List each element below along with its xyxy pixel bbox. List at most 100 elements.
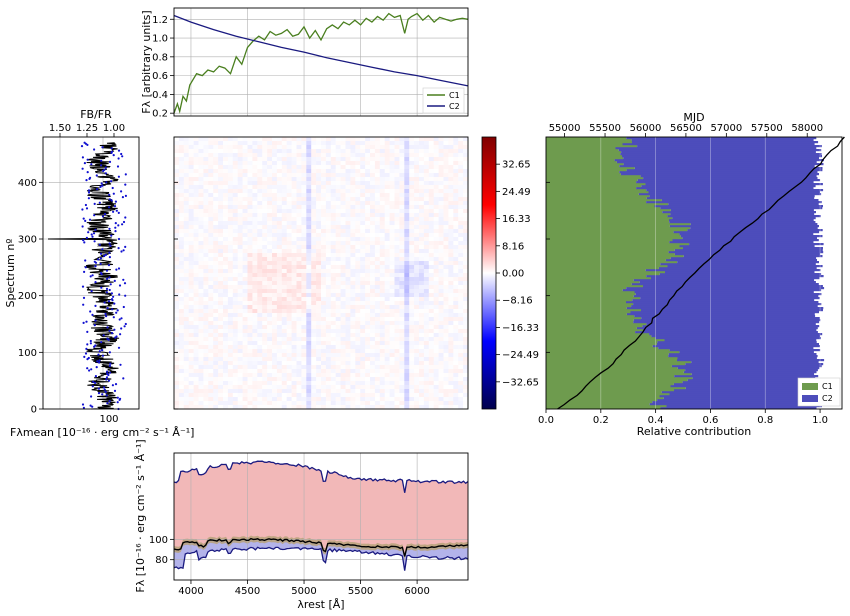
heatmap-cell xyxy=(379,377,385,382)
heatmap-cell xyxy=(178,361,185,366)
heatmap-cell xyxy=(247,393,253,398)
heatmap-cell xyxy=(247,141,253,146)
residual-heatmap-panel xyxy=(173,136,469,410)
heatmap-cell xyxy=(463,357,469,362)
heatmap-cell xyxy=(345,369,351,374)
heatmap-cell xyxy=(203,169,209,174)
heatmap-cell xyxy=(458,317,464,322)
heatmap-cell xyxy=(203,149,209,154)
heatmap-cell xyxy=(188,149,194,154)
heatmap-cell xyxy=(360,285,366,290)
heatmap-cell xyxy=(335,325,341,330)
contribution-bar-c2 xyxy=(674,389,820,392)
heatmap-cell xyxy=(247,389,253,394)
heatmap-cell xyxy=(414,297,420,302)
heatmap-cell xyxy=(252,361,258,366)
heatmap-cell xyxy=(178,205,185,210)
heatmap-cell xyxy=(262,281,268,286)
heatmap-cell xyxy=(276,137,283,142)
heatmap-cell xyxy=(227,357,234,362)
heatmap-cell xyxy=(252,181,258,186)
heatmap-cell xyxy=(306,281,312,286)
heatmap-cell xyxy=(281,221,287,226)
heatmap-cell xyxy=(247,369,253,374)
heatmap-cell xyxy=(458,149,464,154)
heatmap-cell xyxy=(428,153,434,158)
heatmap-cell xyxy=(247,225,253,230)
heatmap-cell xyxy=(419,325,425,330)
heatmap-cell xyxy=(198,249,204,254)
heatmap-cell xyxy=(389,373,395,378)
left-ratio-point xyxy=(82,406,85,409)
heatmap-cell xyxy=(247,293,253,298)
heatmap-cell xyxy=(370,333,376,338)
heatmap-cell xyxy=(409,225,415,230)
heatmap-cell xyxy=(438,241,444,246)
heatmap-cell xyxy=(311,321,317,326)
heatmap-cell xyxy=(414,137,420,142)
heatmap-cell xyxy=(262,201,268,206)
heatmap-cell xyxy=(374,257,381,262)
heatmap-cell xyxy=(232,161,238,166)
heatmap-cell xyxy=(419,377,425,382)
heatmap-cell xyxy=(360,241,366,246)
heatmap-cell xyxy=(414,389,420,394)
heatmap-cell xyxy=(423,285,430,290)
heatmap-cell xyxy=(208,189,214,194)
heatmap-cell xyxy=(188,313,194,318)
heatmap-cell xyxy=(453,401,459,406)
heatmap-cell xyxy=(463,257,469,262)
heatmap-cell xyxy=(384,385,390,390)
heatmap-cell xyxy=(325,333,332,338)
heatmap-cell xyxy=(325,317,332,322)
heatmap-cell xyxy=(198,137,204,142)
heatmap-cell xyxy=(276,229,283,234)
contribution-bar-c1 xyxy=(546,289,623,292)
heatmap-cell xyxy=(316,273,322,278)
heatmap-cell xyxy=(227,217,234,222)
heatmap-cell xyxy=(286,313,292,318)
heatmap-cell xyxy=(458,205,464,210)
heatmap-cell xyxy=(223,217,229,222)
heatmap-cell xyxy=(350,297,356,302)
heatmap-cell xyxy=(276,381,283,386)
heatmap-cell xyxy=(237,237,243,242)
contribution-bar-c1 xyxy=(546,399,658,402)
heatmap-cell xyxy=(428,157,434,162)
heatmap-cell xyxy=(340,177,346,182)
heatmap-cell xyxy=(330,313,336,318)
heatmap-cell xyxy=(242,305,248,310)
heatmap-cell xyxy=(213,237,219,242)
left-ratio-point xyxy=(103,301,106,304)
heatmap-cell xyxy=(301,397,307,402)
heatmap-cell xyxy=(208,345,214,350)
heatmap-cell xyxy=(399,389,405,394)
heatmap-cell xyxy=(463,137,469,142)
heatmap-cell xyxy=(428,321,434,326)
heatmap-cell xyxy=(306,201,312,206)
heatmap-cell xyxy=(423,137,430,142)
heatmap-cell xyxy=(306,249,312,254)
left-ratio-point xyxy=(117,267,121,270)
heatmap-cell xyxy=(291,337,297,342)
left-ratio-point xyxy=(117,346,121,349)
heatmap-cell xyxy=(262,401,268,406)
heatmap-cell xyxy=(316,209,322,214)
heatmap-cell xyxy=(360,189,366,194)
heatmap-cell xyxy=(247,197,253,202)
heatmap-cell xyxy=(218,341,224,346)
heatmap-cell xyxy=(360,369,366,374)
heatmap-cell xyxy=(198,337,204,342)
heatmap-cell xyxy=(262,237,268,242)
heatmap-cell xyxy=(365,257,371,262)
left-ratio-point xyxy=(94,319,97,322)
heatmap-cell xyxy=(286,241,292,246)
left-ratio-point xyxy=(122,249,125,252)
heatmap-cell xyxy=(272,305,278,310)
heatmap-cell xyxy=(301,141,307,146)
heatmap-cell xyxy=(345,157,351,162)
heatmap-cell xyxy=(438,305,444,310)
colorbar-tick-label: 0.00 xyxy=(502,269,524,280)
heatmap-cell xyxy=(247,221,253,226)
left-ratio-point xyxy=(119,397,122,400)
